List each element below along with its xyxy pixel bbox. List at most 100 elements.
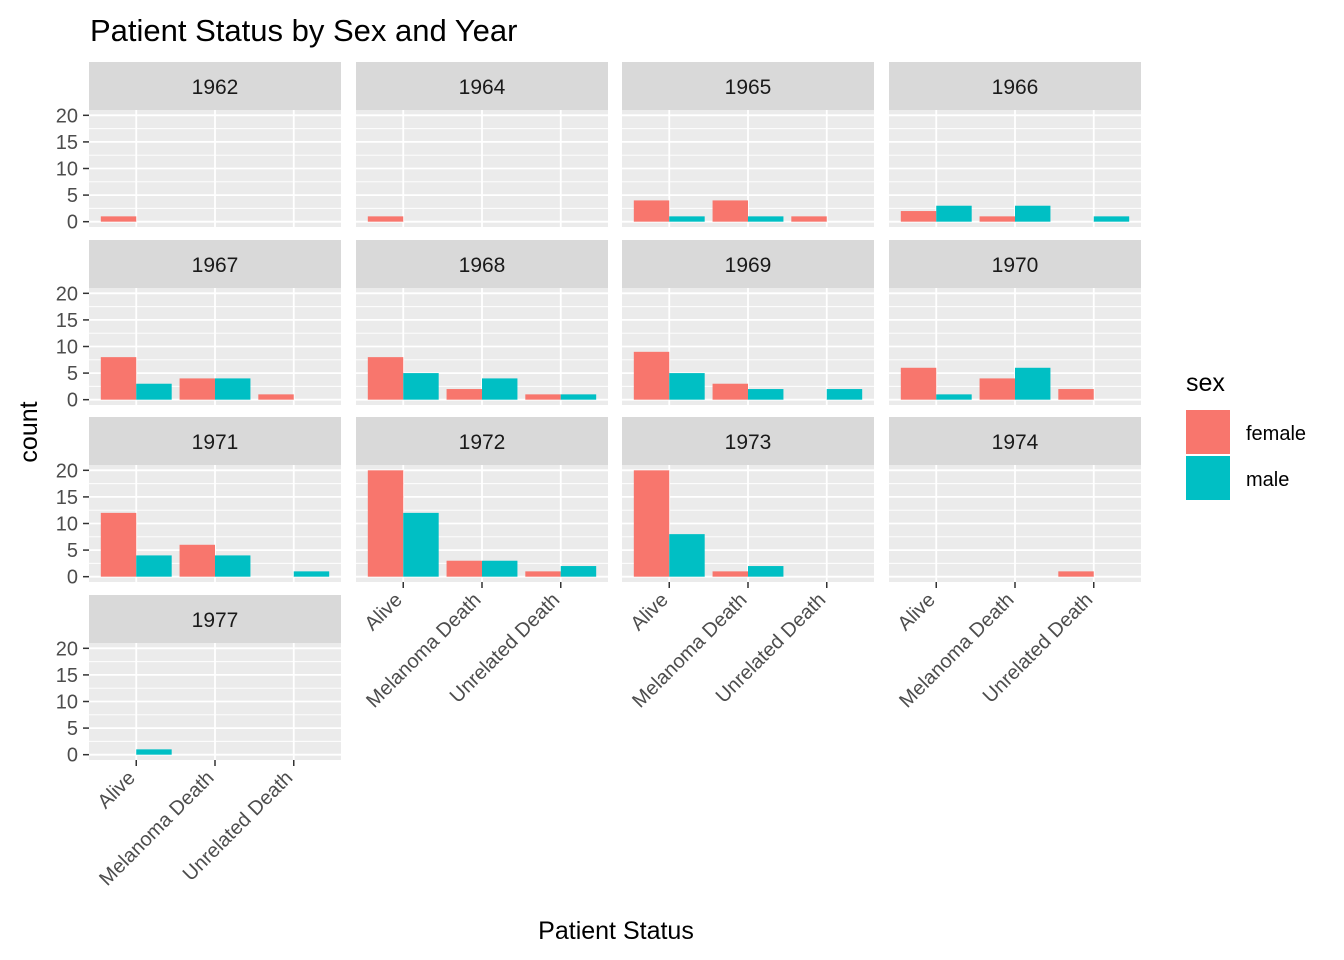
y-tick-label: 5 [67,363,78,385]
y-tick-label: 0 [67,212,78,234]
bar-1965-alive-male [669,216,705,222]
bar-1972-unrelated-death-female [525,571,561,577]
bar-1972-alive-female [367,470,404,577]
bar-1973-melanoma-death-male [748,566,784,577]
bar-1973-alive-female [633,470,670,577]
y-tick-label: 5 [67,718,78,740]
y-tick-label: 20 [56,460,78,482]
bar-1970-melanoma-death-female [979,378,1015,400]
bar-1968-melanoma-death-female [446,389,482,400]
bar-1965-unrelated-death-female [791,216,827,222]
bar-1968-alive-female [367,357,404,400]
facet-strip [889,240,1141,288]
bar-1967-alive-female [100,357,137,400]
facet-panel-1971: 1971 0 5 10 15 20 [56,417,341,589]
facet-strip [356,240,608,288]
bar-1968-alive-male [403,373,439,400]
bar-1965-melanoma-death-male [748,216,784,222]
bar-1967-melanoma-death-female [179,378,215,400]
bar-1966-alive-female [900,211,937,222]
y-tick-label: 15 [56,132,78,154]
bar-1971-alive-female [100,512,137,577]
facet-panel-1967: 1967 0 5 10 15 20 [56,240,341,412]
y-tick-label: 15 [56,665,78,687]
y-axis-title: count [15,401,43,462]
y-tick-label: 5 [67,540,78,562]
facet-strip [889,417,1141,465]
bar-1968-unrelated-death-female [525,394,561,400]
facet-panel-1970: 1970 [889,240,1141,405]
bar-1966-melanoma-death-female [979,216,1015,222]
bar-1969-alive-female [633,351,670,400]
bar-1974-unrelated-death-female [1058,571,1094,577]
bar-1964-alive-female [367,216,404,222]
legend-label-female: female [1246,423,1306,445]
facet-strip-label: 1965 [725,76,772,99]
legend-key-female [1186,410,1230,454]
facet-strip-label: 1971 [192,431,239,454]
legend-title: sex [1186,369,1225,397]
y-tick-label: 20 [56,105,78,127]
y-tick-label: 0 [67,567,78,589]
facet-strip [622,417,874,465]
facet-panel-1968: 1968 [356,240,608,405]
facet-strip [89,595,341,643]
bar-1966-alive-male [936,205,972,222]
facet-strip [356,417,608,465]
facet-strip-label: 1964 [459,76,506,99]
facet-strip-label: 1967 [192,254,239,277]
facet-strip [89,417,341,465]
bar-1973-alive-male [669,534,705,577]
facet-strip [356,62,608,110]
chart-title: Patient Status by Sex and Year [90,13,517,48]
facet-panel-1969: 1969 [622,240,874,405]
facet-panel-1962: 1962 0 5 10 15 20 [56,62,341,234]
bar-1967-unrelated-death-female [258,394,294,400]
y-tick-label: 10 [56,692,78,714]
bar-1970-alive-female [900,367,937,400]
bar-1972-melanoma-death-female [446,560,482,577]
y-tick-label: 0 [67,390,78,412]
bar-1969-alive-male [669,373,705,400]
bar-1971-melanoma-death-female [179,544,215,577]
facet-strip [889,62,1141,110]
legend-label-male: male [1246,469,1289,491]
y-tick-label: 15 [56,487,78,509]
bar-1973-melanoma-death-female [712,571,748,577]
bar-1969-melanoma-death-female [712,383,748,400]
facet-strip-label: 1974 [992,431,1039,454]
y-tick-label: 10 [56,159,78,181]
y-tick-label: 5 [67,185,78,207]
bar-1972-unrelated-death-male [560,566,597,577]
bar-1969-unrelated-death-male [826,389,863,400]
bar-1971-melanoma-death-male [215,555,251,577]
bar-1970-melanoma-death-male [1015,367,1051,400]
facet-strip [622,62,874,110]
bar-1970-alive-male [936,394,972,400]
y-tick-label: 10 [56,337,78,359]
bar-1972-melanoma-death-male [482,560,518,577]
bar-1965-alive-female [633,200,670,222]
legend: sex female male [1186,369,1306,500]
bar-1971-unrelated-death-male [293,571,330,577]
facet-strip-label: 1970 [992,254,1039,277]
bar-1966-unrelated-death-male [1093,216,1130,222]
facet-panel-1966: 1966 [889,62,1141,227]
facet-strip [622,240,874,288]
facet-strip-label: 1968 [459,254,506,277]
bar-1977-alive-male [136,749,172,755]
bar-1971-alive-male [136,555,172,577]
y-tick-label: 0 [67,745,78,767]
bar-1970-unrelated-death-female [1058,389,1094,400]
y-tick-label: 15 [56,310,78,332]
x-axis-title: Patient Status [538,917,694,945]
bar-1966-melanoma-death-male [1015,205,1051,222]
facet-panel-1964: 1964 [356,62,608,227]
facet-strip-label: 1972 [459,431,506,454]
bar-1968-unrelated-death-male [560,394,597,400]
legend-key-male [1186,456,1230,500]
facet-panel-1965: 1965 [622,62,874,227]
bar-1968-melanoma-death-male [482,378,518,400]
